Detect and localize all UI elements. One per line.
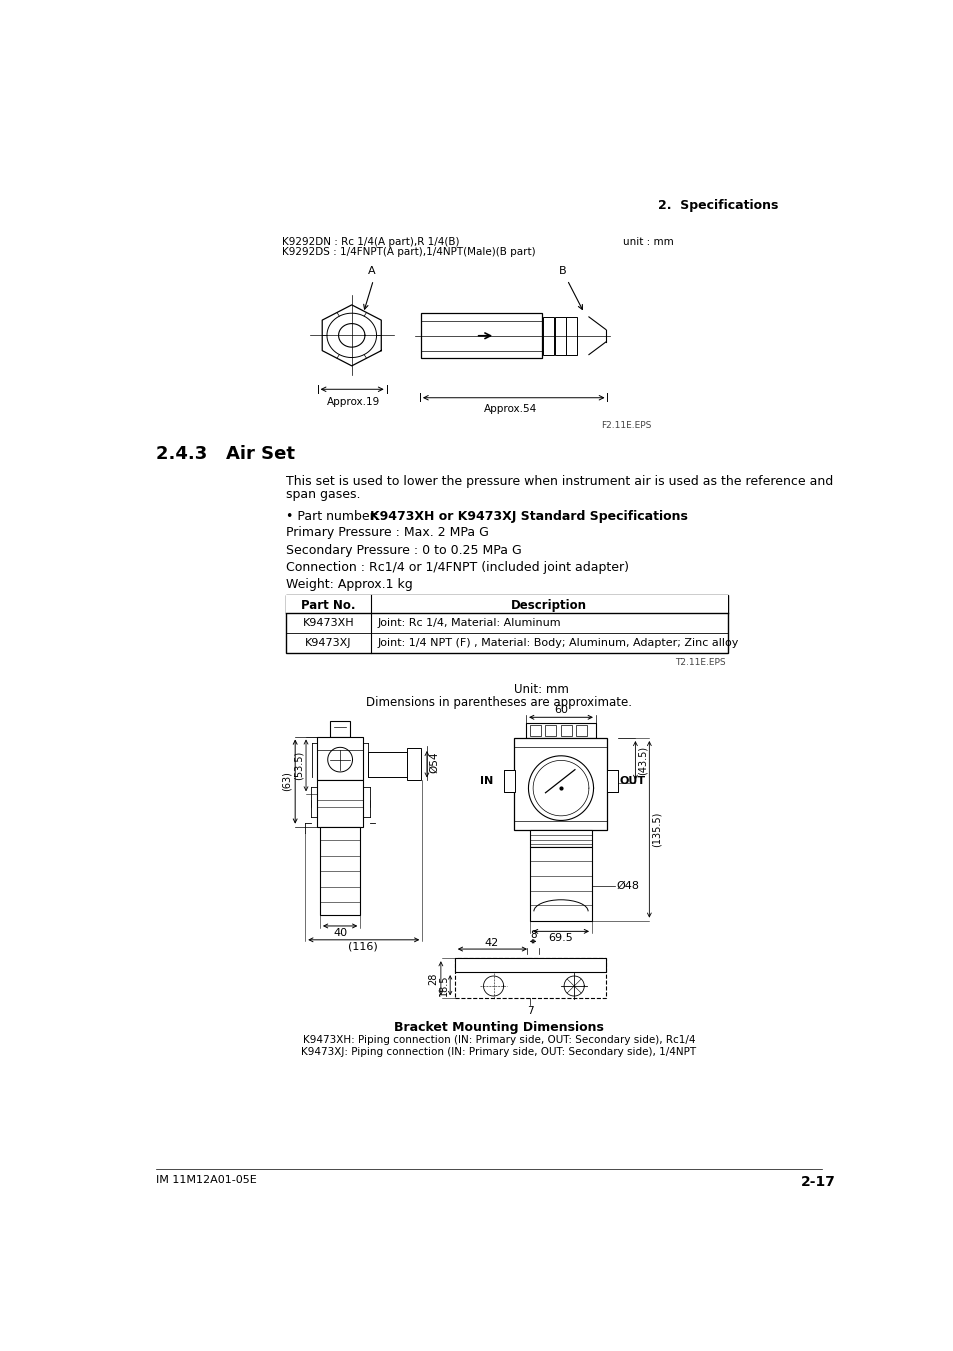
Bar	[576, 725, 587, 736]
Text: K9473XJ: Piping connection (IN: Primary side, OUT: Secondary side), 1/4NPT: K9473XJ: Piping connection (IN: Primary …	[301, 1047, 696, 1056]
Bar	[455, 958, 605, 998]
Text: Ø48: Ø48	[617, 881, 639, 890]
Bar	[319, 827, 360, 915]
Bar	[530, 831, 592, 847]
Bar	[503, 770, 514, 792]
Text: unit : mm: unit : mm	[622, 236, 673, 247]
Bar	[514, 738, 607, 831]
Text: B: B	[558, 266, 566, 276]
Bar	[421, 313, 541, 358]
Text: • Part number:: • Part number:	[286, 511, 382, 523]
Bar	[330, 721, 350, 736]
Text: 42: 42	[484, 938, 498, 947]
Text: K9292DN : Rc 1/4(A part),R 1/4(B): K9292DN : Rc 1/4(A part),R 1/4(B)	[282, 236, 459, 247]
Text: F2.11E.EPS: F2.11E.EPS	[600, 422, 651, 430]
Bar	[566, 317, 577, 354]
Text: K9473XH or K9473XJ Standard Specifications: K9473XH or K9473XJ Standard Specificatio…	[369, 511, 687, 523]
Text: IN: IN	[479, 777, 493, 786]
Text: Unit: mm: Unit: mm	[514, 682, 569, 696]
Bar	[555, 317, 565, 354]
Text: OUT: OUT	[619, 777, 645, 786]
Text: Bracket Mounting Dimensions: Bracket Mounting Dimensions	[394, 1021, 603, 1035]
Text: K9473XH: K9473XH	[302, 617, 354, 628]
Text: Approx.19: Approx.19	[327, 397, 380, 407]
Bar	[542, 317, 554, 354]
Bar	[607, 770, 618, 792]
Text: Ø54: Ø54	[429, 753, 438, 774]
Text: IM 11M12A01-05E: IM 11M12A01-05E	[155, 1175, 256, 1185]
Text: Description: Description	[511, 598, 587, 612]
Text: Secondary Pressure : 0 to 0.25 MPa G: Secondary Pressure : 0 to 0.25 MPa G	[286, 544, 521, 557]
Text: (43.5): (43.5)	[637, 746, 647, 775]
Text: 2-17: 2-17	[801, 1175, 835, 1189]
Text: 8: 8	[529, 929, 536, 940]
Text: This set is used to lower the pressure when instrument air is used as the refere: This set is used to lower the pressure w…	[286, 474, 832, 488]
Text: (135.5): (135.5)	[651, 811, 661, 847]
Text: K9292DS : 1/4FNPT(A part),1/4NPT(Male)(B part): K9292DS : 1/4FNPT(A part),1/4NPT(Male)(B…	[282, 247, 535, 257]
Bar	[368, 753, 406, 777]
Text: 7: 7	[526, 1006, 533, 1016]
Bar	[545, 725, 556, 736]
Text: 28: 28	[428, 973, 438, 985]
Text: K9473XJ: K9473XJ	[305, 638, 352, 648]
Text: (53.5): (53.5)	[294, 750, 303, 780]
Bar	[525, 723, 596, 738]
Text: Joint: Rc 1/4, Material: Aluminum: Joint: Rc 1/4, Material: Aluminum	[377, 617, 560, 628]
Text: Connection : Rc1/4 or 1/4FNPT (included joint adapter): Connection : Rc1/4 or 1/4FNPT (included …	[286, 561, 628, 574]
Bar	[286, 594, 727, 654]
Bar	[406, 748, 420, 781]
Text: 2.  Specifications: 2. Specifications	[658, 199, 778, 212]
Bar	[286, 594, 727, 613]
Bar	[316, 781, 363, 827]
Text: 69.5: 69.5	[548, 934, 573, 943]
Text: T2.11E.EPS: T2.11E.EPS	[675, 658, 725, 667]
Bar	[530, 725, 540, 736]
Bar	[316, 736, 363, 781]
Text: A: A	[368, 266, 375, 276]
Text: Primary Pressure : Max. 2 MPa G: Primary Pressure : Max. 2 MPa G	[286, 526, 488, 539]
Text: Part No.: Part No.	[301, 598, 355, 612]
Text: Approx.54: Approx.54	[483, 404, 537, 413]
Text: 60: 60	[554, 705, 567, 715]
Bar	[530, 847, 592, 920]
Text: Dimensions in parentheses are approximate.: Dimensions in parentheses are approximat…	[366, 696, 631, 709]
Bar	[560, 725, 571, 736]
Text: Joint: 1/4 NPT (F) , Material: Body; Aluminum, Adapter; Zinc alloy: Joint: 1/4 NPT (F) , Material: Body; Alu…	[377, 638, 738, 648]
Text: K9473XH: Piping connection (IN: Primary side, OUT: Secondary side), Rc1/4: K9473XH: Piping connection (IN: Primary …	[302, 1035, 695, 1046]
Text: (116): (116)	[348, 942, 377, 951]
Text: (63): (63)	[281, 771, 291, 792]
Bar	[455, 958, 605, 973]
Text: Weight: Approx.1 kg: Weight: Approx.1 kg	[286, 578, 413, 590]
Text: span gases.: span gases.	[286, 488, 360, 501]
Text: 2.4.3   Air Set: 2.4.3 Air Set	[155, 446, 294, 463]
Text: 40: 40	[333, 928, 347, 938]
Text: 18.5: 18.5	[438, 974, 448, 996]
